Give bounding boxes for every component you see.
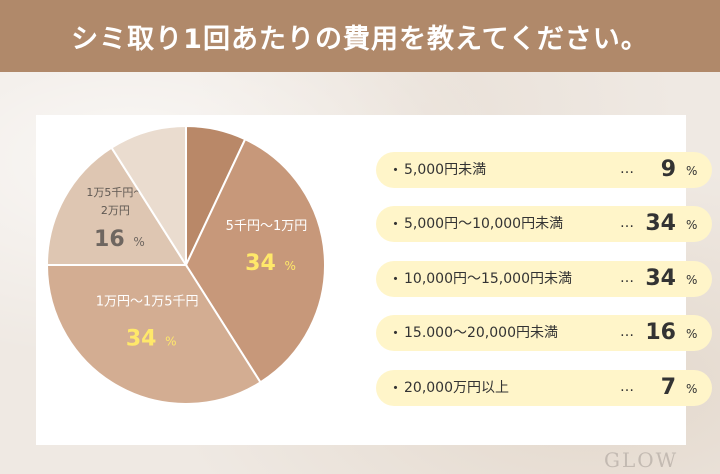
slice-value: 16 [94, 227, 125, 252]
list-item-unit: % [686, 218, 698, 232]
list-bullet: ・ [388, 324, 404, 342]
list-item-label: 10,000円～15,000円未満 [404, 271, 572, 287]
chart-card: 5千円～1万円 34% 1万円～1万5千円 34% 1万5千円～ 2万円 16% ・ 5,0… [36, 115, 712, 445]
list-item-value: 34 [645, 211, 676, 236]
slice-value: 34 [245, 251, 276, 276]
slice-label: 5千円～1万円 [226, 219, 308, 234]
list-dots: … [620, 215, 635, 231]
page-title: シミ取り1回あたりの費用を教えてください。 [71, 23, 649, 55]
pie-slice [45, 264, 262, 405]
list-item-unit: % [686, 273, 698, 287]
brand-logo: GLOW [604, 448, 679, 472]
list-item-label: 15.000～20,000円未満 [404, 325, 558, 341]
list-item-unit: % [686, 382, 698, 396]
list-item: ・ 20,000万円以上 … 7 % [376, 370, 712, 406]
pie-slice [184, 137, 326, 384]
list-item: ・ 5,000円～10,000円未満 … 34 % [376, 206, 712, 242]
list-item: ・ 15.000～20,000円未満 … 16 % [376, 315, 712, 351]
list-item-label: 5,000円～10,000円未満 [404, 216, 564, 232]
list-bullet: ・ [388, 215, 404, 233]
list-dots: … [620, 379, 635, 395]
list-item-value: 9 [660, 157, 676, 182]
slice-unit: % [284, 259, 295, 273]
list-item-value: 16 [645, 320, 676, 345]
list-dots: … [620, 270, 635, 286]
header-banner: シミ取り1回あたりの費用を教えてください。 [0, 0, 720, 72]
slice-value: 34 [126, 327, 157, 352]
list-bullet: ・ [388, 161, 404, 179]
list-item-value: 34 [645, 266, 676, 291]
list-item-value: 7 [660, 375, 676, 400]
pie-slice [110, 124, 187, 269]
slice-label: 2万円 [101, 204, 130, 217]
list-item-label: 20,000万円以上 [404, 380, 509, 396]
list-item-unit: % [686, 164, 698, 178]
list-bullet: ・ [388, 379, 404, 397]
slice-label: 1万円～1万5千円 [96, 295, 199, 310]
slice-unit: % [165, 335, 176, 349]
list-item: ・ 5,000円未満 … 9 % [376, 152, 712, 188]
slice-unit: % [133, 235, 144, 249]
pie-chart: 5千円～1万円 34 % 1万円～1万5千円 34 % 1万5千円～ 2万円 16% [45, 124, 326, 405]
list-dots: … [620, 324, 635, 340]
list-bullet: ・ [388, 270, 404, 288]
list-item: ・ 10,000円～15,000円未満 … 34 % [376, 261, 712, 297]
slice-label: 1万5千円～ [86, 186, 144, 199]
pie-slice [45, 146, 188, 266]
list-item-label: 5,000円未満 [404, 162, 487, 178]
list-dots: … [620, 161, 635, 177]
list-item-unit: % [686, 327, 698, 341]
